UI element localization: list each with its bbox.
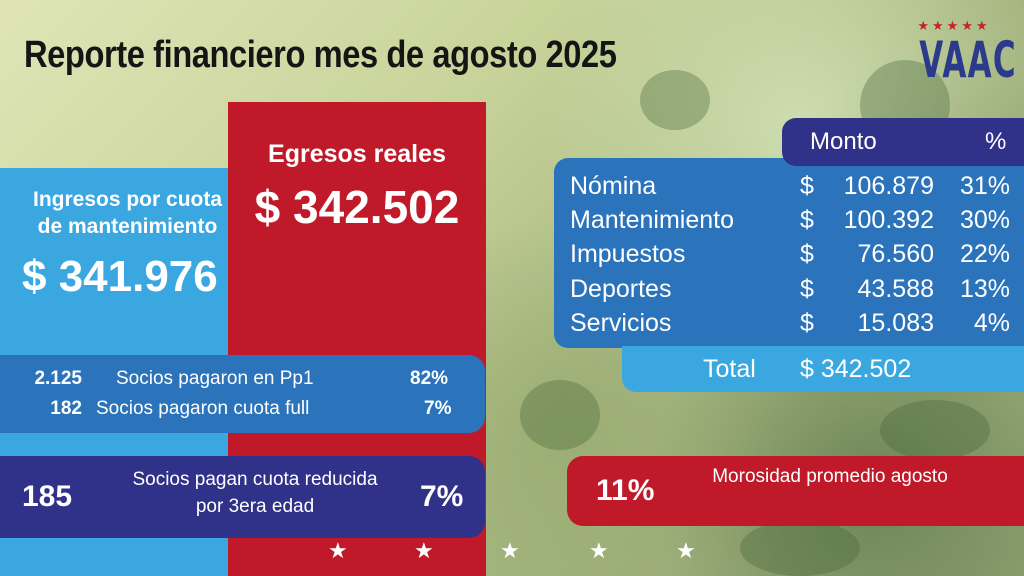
row-currency: $ [800, 309, 814, 337]
table-row: Mantenimiento $ 100.392 30% [554, 206, 1024, 240]
row-amount: 43.588 [857, 275, 934, 303]
socios-pp1-pct: 82% [410, 368, 449, 389]
reducida-label: Socios pagan cuota reducida por 3era eda… [132, 469, 378, 517]
row-name: Nómina [570, 172, 657, 200]
socios-full-label: Socios pagaron cuota full [96, 398, 310, 419]
reducida-pct: 7% [420, 480, 464, 513]
row-name: Impuestos [570, 240, 686, 268]
row-pct: 13% [959, 275, 1010, 303]
socios-full-count: 182 [50, 398, 82, 419]
row-pct: 30% [959, 206, 1010, 234]
star-icon: ★ [414, 538, 434, 563]
report-title: Reporte financiero mes de agosto 2025 [24, 34, 617, 76]
row-currency: $ [800, 172, 814, 200]
star-icon: ★ [589, 538, 609, 563]
row-amount: 15.083 [857, 309, 934, 337]
table-row: Deportes $ 43.588 13% [554, 275, 1024, 309]
star-icon: ★ [328, 538, 348, 563]
table-row: Servicios $ 15.083 4% [554, 309, 1024, 343]
row-name: Deportes [570, 275, 672, 303]
row-pct: 31% [959, 172, 1010, 200]
socios-pp1-count: 2.125 [34, 368, 82, 389]
header-monto: Monto [810, 128, 877, 155]
reducida-count: 185 [22, 480, 73, 513]
logo-text: VAAC [919, 31, 1017, 89]
ingresos-label: Ingresos por cuota de mantenimiento [32, 188, 223, 238]
reducida-box [0, 456, 485, 538]
morosidad-pct: 11% [596, 474, 655, 507]
row-name: Servicios [570, 309, 672, 337]
row-pct: 22% [959, 240, 1010, 268]
table-row: Impuestos $ 76.560 22% [554, 240, 1024, 274]
total-value: $ 342.502 [800, 355, 912, 383]
background-foliage [640, 70, 710, 130]
table-row: Nómina $ 106.879 31% [554, 172, 1024, 206]
socios-payment-box [0, 355, 485, 433]
row-pct: 4% [973, 309, 1010, 337]
ingresos-value: $ 341.976 [22, 252, 218, 301]
row-amount: 100.392 [843, 206, 934, 234]
egresos-value: $ 342.502 [254, 181, 460, 233]
socios-full-pct: 7% [424, 398, 452, 419]
row-amount: 76.560 [857, 240, 934, 268]
row-currency: $ [800, 275, 814, 303]
row-currency: $ [800, 240, 814, 268]
total-row [622, 346, 1024, 392]
morosidad-label: Morosidad promedio agosto [712, 466, 948, 487]
row-currency: $ [800, 206, 814, 234]
row-amount: 106.879 [843, 172, 934, 200]
background-foliage [880, 400, 990, 460]
background-foliage [740, 520, 860, 576]
logo-stars: ★★★★★ [917, 18, 991, 33]
star-icon: ★ [500, 538, 520, 563]
morosidad-box [567, 456, 1024, 526]
egresos-label: Egresos reales [268, 140, 446, 168]
star-icon: ★ [676, 538, 696, 563]
expenses-table [554, 158, 1024, 348]
expenses-table-header [782, 118, 1024, 166]
background-foliage [520, 380, 600, 450]
socios-pp1-label: Socios pagaron en Pp1 [116, 368, 314, 389]
total-label: Total [703, 355, 756, 383]
vaac-logo: ★★★★★ VAAC [898, 18, 1017, 89]
header-pct: % [985, 128, 1007, 155]
row-name: Mantenimiento [570, 206, 734, 234]
